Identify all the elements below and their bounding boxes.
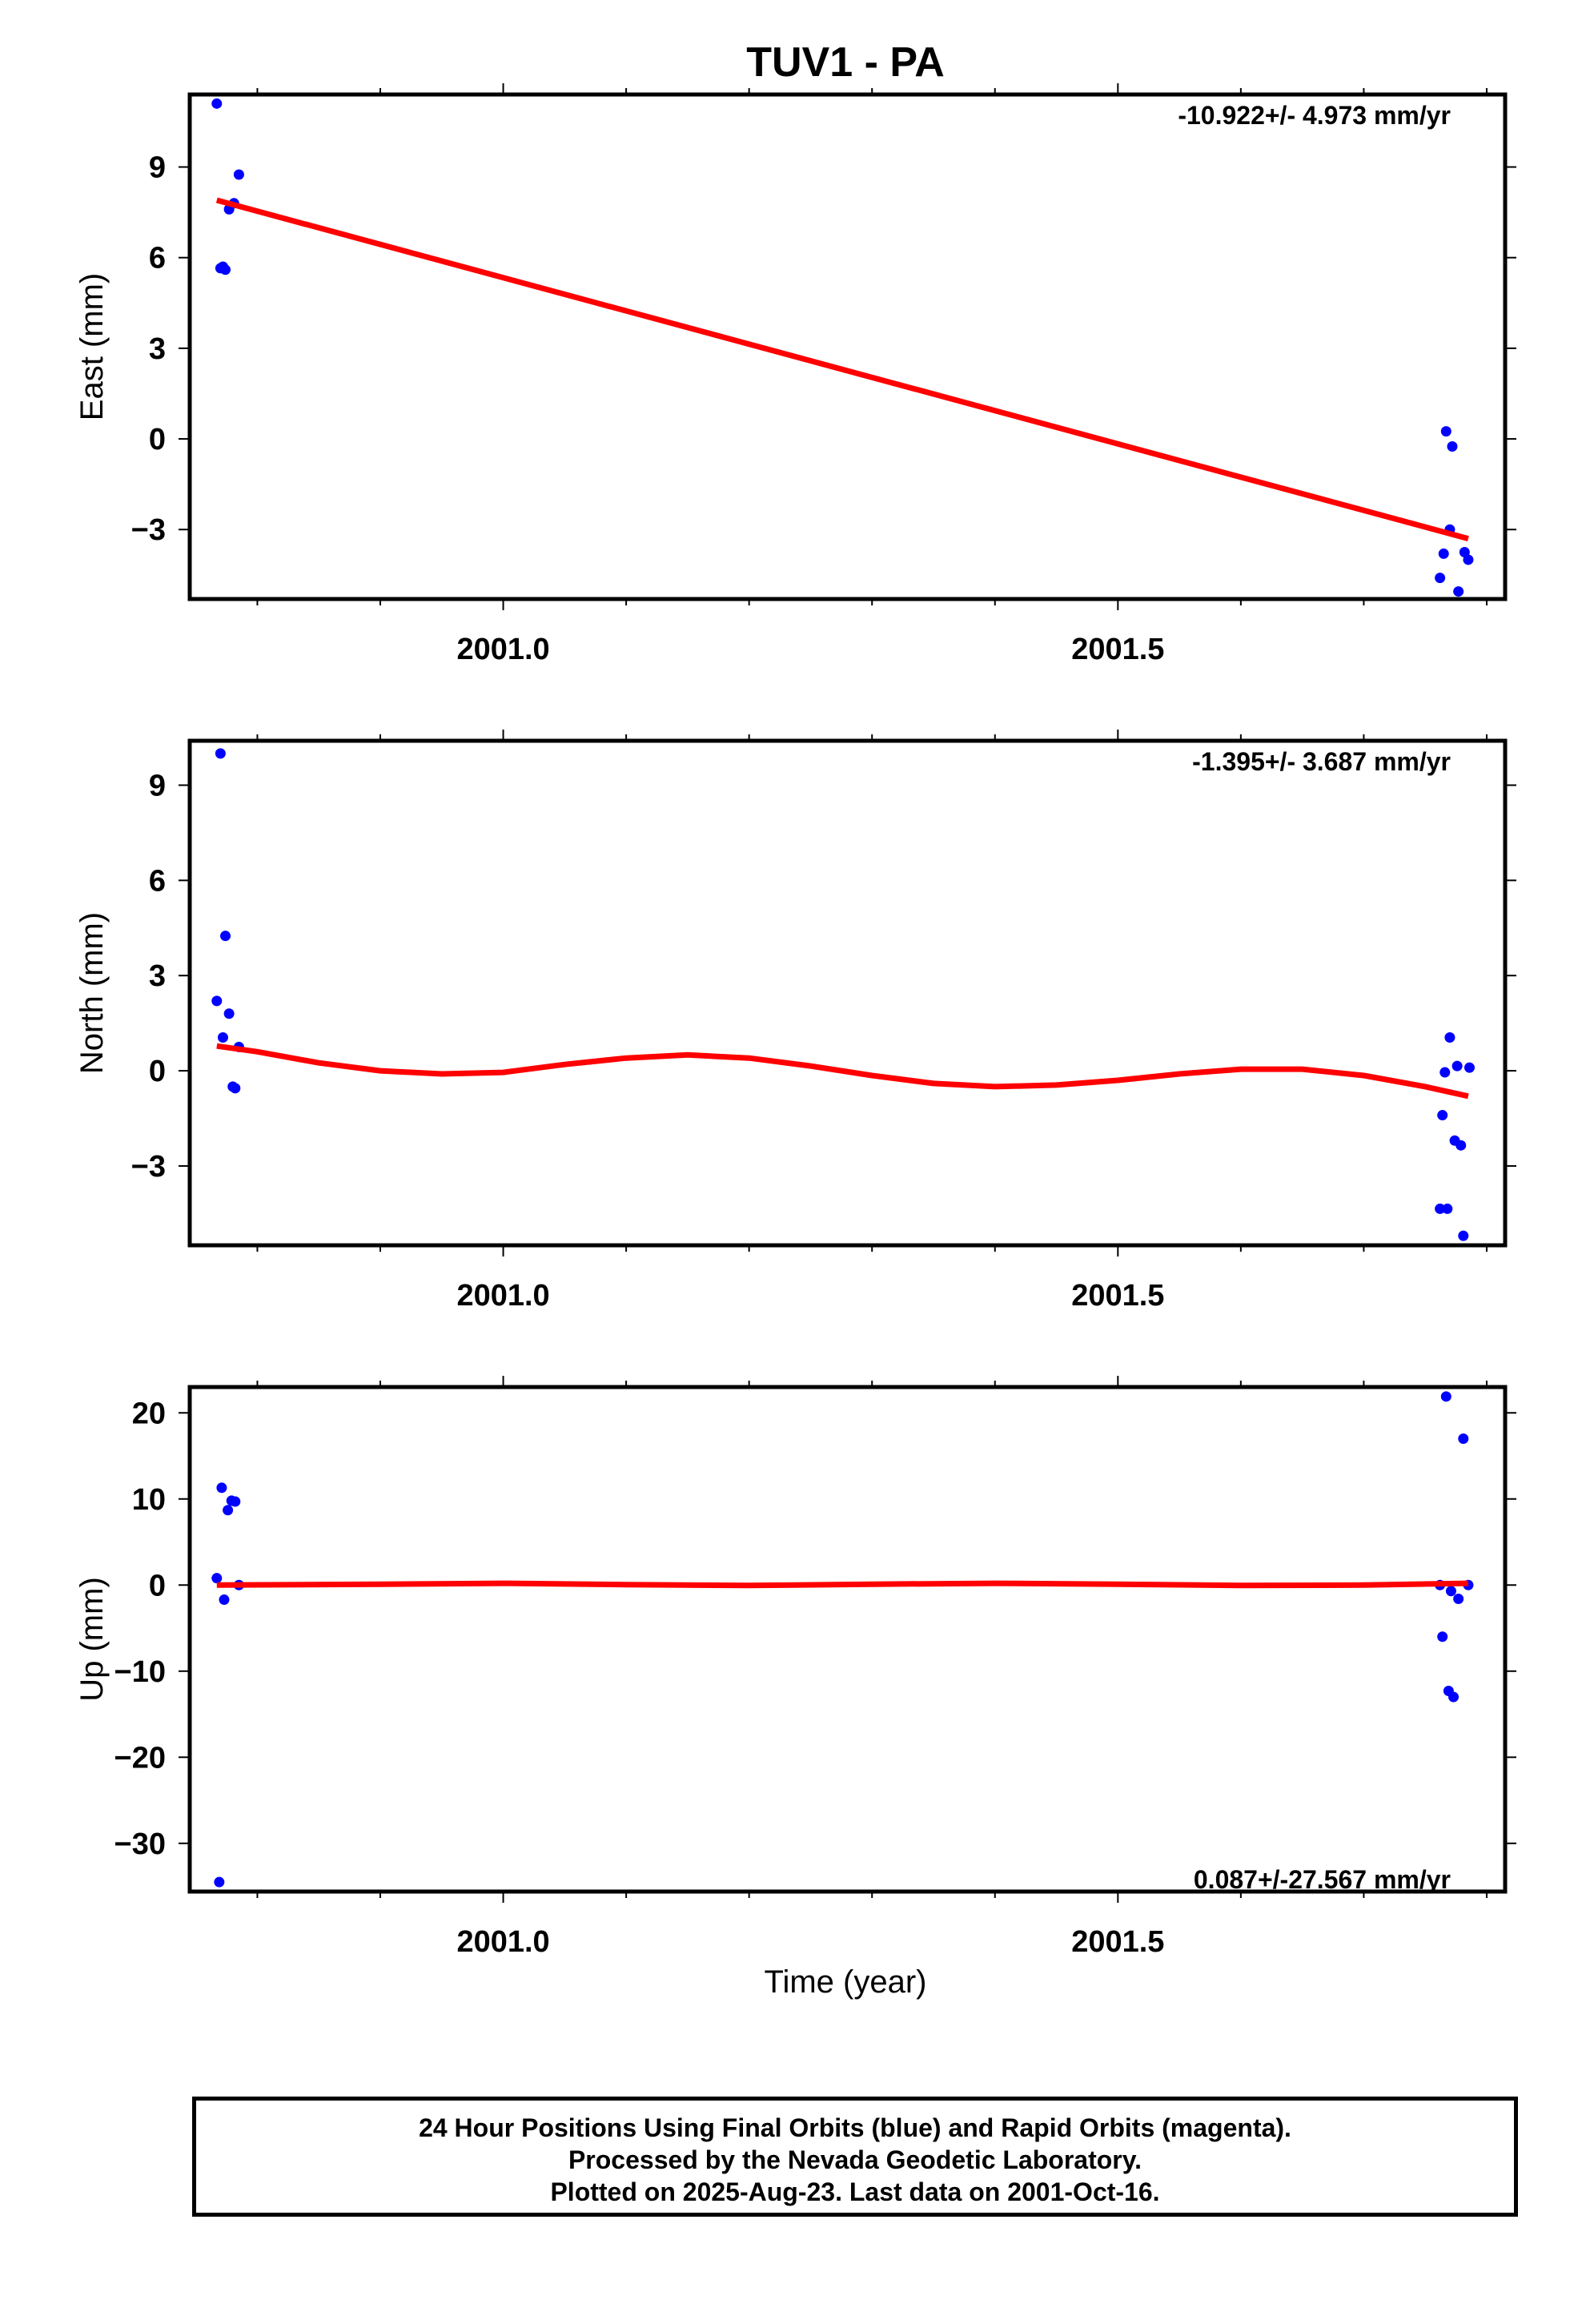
y-tick-label: −10: [114, 1655, 166, 1689]
data-point: [1456, 1140, 1467, 1151]
data-point: [1440, 426, 1452, 437]
data-point: [1435, 573, 1446, 584]
data-point: [233, 169, 244, 180]
data-point: [211, 995, 223, 1007]
fit-line: [216, 1043, 1469, 1100]
data-point: [1458, 1433, 1469, 1445]
rate-label: 0.087+/-27.567 mm/yr: [1194, 1865, 1451, 1894]
fit-line: [215, 197, 1469, 541]
y-tick-label: 3: [149, 332, 166, 366]
y-tick-label: 6: [149, 864, 166, 898]
y-axis-label: North (mm): [74, 912, 110, 1074]
east-panel: 2001.0 2001.5 −3 0 3 6 9 East (mm) -10.922+/- 4.…: [74, 83, 1516, 666]
y-tick-label: −3: [131, 513, 166, 547]
y-tick-label: 0: [149, 423, 166, 456]
y-axis-label: East (mm): [74, 273, 110, 420]
data-point: [211, 98, 223, 109]
data-point: [219, 1594, 230, 1606]
data-point: [1440, 1391, 1452, 1402]
x-tick-label: 2001.5: [1071, 1279, 1164, 1313]
y-tick-label: 10: [132, 1483, 166, 1517]
x-tick-label: 2001.5: [1071, 633, 1164, 666]
footer-line-2: Processed by the Nevada Geodetic Laborat…: [568, 2145, 1142, 2174]
x-tick-label: 2001.0: [456, 1925, 549, 1959]
data-point: [214, 1876, 225, 1888]
north-panel: 2001.0 2001.5 −3 0 3 6 9 North (mm) -1.395+/- 3.…: [74, 730, 1516, 1313]
footer-line-1: 24 Hour Positions Using Final Orbits (bl…: [419, 2113, 1291, 2142]
y-tick-label: 20: [132, 1397, 166, 1430]
plot-frame: [187, 738, 1508, 1248]
data-point: [220, 931, 231, 942]
data-point: [1453, 1593, 1464, 1604]
data-point: [1463, 554, 1474, 565]
data-point: [1445, 1586, 1456, 1597]
data-point: [1437, 1631, 1448, 1642]
y-tick-label: 0: [149, 1569, 166, 1602]
data-point: [1453, 586, 1464, 597]
data-point: [223, 1505, 234, 1516]
y-tick-label: 3: [149, 959, 166, 993]
data-point: [1439, 1067, 1451, 1078]
plot-frame: [187, 1385, 1508, 1894]
data-point: [217, 1031, 228, 1043]
y-tick-label: 9: [149, 769, 166, 802]
footer-line-3: Plotted on 2025-Aug-23. Last data on 200…: [550, 2177, 1160, 2206]
y-tick-label: −3: [131, 1150, 166, 1184]
data-point: [1458, 1230, 1469, 1241]
data-point: [216, 1482, 227, 1494]
data-point: [1447, 440, 1458, 452]
x-tick-label: 2001.5: [1071, 1925, 1164, 1959]
data-point: [223, 1008, 235, 1019]
plot-area: [211, 98, 1474, 597]
y-tick-label: 9: [149, 151, 166, 185]
data-point: [220, 264, 231, 275]
y-tick-label: 0: [149, 1055, 166, 1088]
data-point: [1438, 548, 1449, 559]
rate-label: -1.395+/- 3.687 mm/yr: [1192, 747, 1451, 776]
data-point: [1444, 1031, 1456, 1043]
footer-box: 24 Hour Positions Using Final Orbits (bl…: [192, 2097, 1518, 2217]
data-point: [1452, 1060, 1463, 1072]
y-tick-label: −30: [114, 1827, 166, 1861]
y-tick-label: −20: [114, 1741, 166, 1775]
data-point: [1442, 1203, 1453, 1214]
y-tick-label: 6: [149, 242, 166, 275]
data-point: [1435, 1203, 1446, 1214]
data-point: [230, 1083, 241, 1094]
data-point: [1464, 1062, 1475, 1073]
data-point: [211, 1573, 223, 1584]
data-point: [1448, 1691, 1460, 1703]
plot-area: [211, 748, 1475, 1241]
chart-title: TUV1 - PA: [746, 39, 945, 86]
fit-line: [216, 1580, 1468, 1589]
x-axis-label: Time (year): [765, 1964, 927, 2000]
data-point: [1437, 1110, 1448, 1121]
y-axis-label: Up (mm): [74, 1577, 110, 1702]
plot-frame: [187, 92, 1508, 601]
rate-label: -10.922+/- 4.973 mm/yr: [1178, 101, 1451, 130]
x-tick-label: 2001.0: [456, 1279, 549, 1313]
up-panel: 2001.0 2001.5 −30 −20 −10 0 10 20 Up (mm) 0.087+/…: [74, 1376, 1516, 1959]
x-tick-label: 2001.0: [456, 633, 549, 666]
data-point: [215, 748, 226, 759]
plot-area: [211, 1391, 1474, 1888]
data-point: [230, 1496, 241, 1507]
